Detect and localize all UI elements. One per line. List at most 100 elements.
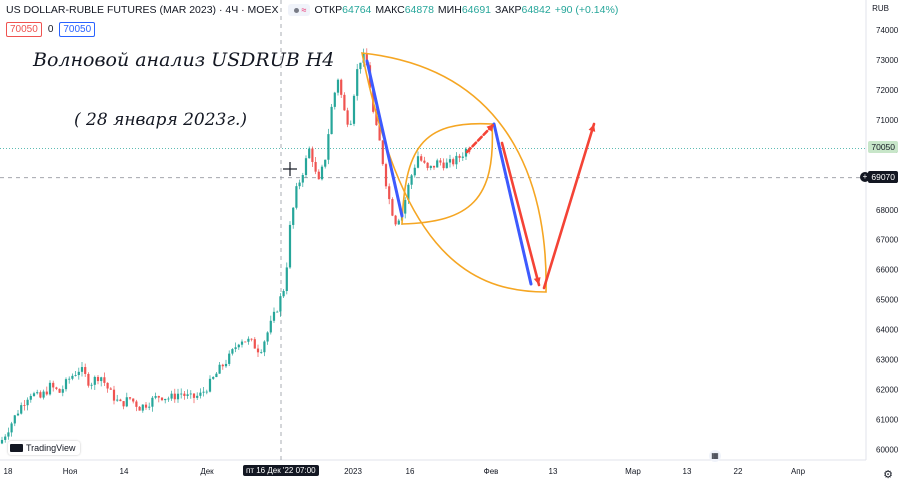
crosshair-price-label: 69070 (868, 171, 898, 183)
candle-body (432, 165, 436, 168)
buy-button[interactable]: 70050 (59, 22, 96, 37)
candle-body (52, 382, 55, 388)
x-tick-label: Фев (484, 467, 499, 476)
tradingview-logo[interactable]: TradingView (8, 441, 80, 455)
candle-body (90, 384, 93, 386)
candle-body (119, 399, 122, 402)
candle-body (346, 110, 349, 125)
candle-body (231, 349, 234, 354)
candle-body (452, 159, 455, 165)
calendar-icon[interactable]: ▦ (709, 450, 721, 462)
candle-body (80, 367, 84, 372)
candle-body (77, 371, 80, 376)
candle-body (320, 166, 324, 180)
candle-body (144, 404, 148, 408)
candle-body (285, 267, 288, 292)
candle-body (71, 375, 74, 379)
chart-header: US DOLLAR-RUBLE FUTURES (MAR 2023) · 4Ч … (6, 4, 618, 16)
change-value: +90 (+0.14%) (554, 4, 619, 16)
candle-body (340, 79, 343, 95)
candle-body (378, 125, 381, 141)
candle-body (292, 207, 295, 225)
blue-wave-line-1 (365, 59, 404, 218)
candle-body (349, 123, 352, 125)
candle-body (122, 401, 125, 407)
candle-body (359, 62, 362, 70)
sell-button[interactable]: 70050 (6, 22, 42, 37)
candle-body (125, 397, 128, 407)
candle-body (109, 388, 112, 390)
y-tick-label: 64000 (876, 326, 899, 335)
candle-body (250, 338, 253, 340)
candle-body (141, 404, 144, 411)
candle-body (36, 392, 39, 394)
red-up-arrow (542, 122, 596, 290)
candle-body (314, 161, 317, 172)
candle-body (132, 398, 135, 402)
candle-body (461, 156, 464, 158)
candle-body (327, 134, 330, 160)
y-tick-label: 63000 (876, 356, 899, 365)
visibility-icon[interactable]: ≈ (288, 4, 311, 16)
candle-body (391, 199, 394, 216)
close-label: ЗАКР (495, 4, 522, 16)
x-tick-label: 14 (120, 467, 129, 476)
candle-body (301, 175, 304, 183)
x-tick-label: 2023 (344, 467, 362, 476)
candle-body (87, 373, 90, 386)
candle-body (32, 393, 36, 396)
candle-body (29, 395, 32, 400)
candle-body (221, 364, 224, 367)
candle-body (282, 291, 285, 297)
candle-body (138, 406, 141, 411)
spread-value: 0 (47, 24, 54, 35)
candle-body (170, 393, 173, 399)
candle-body (20, 405, 23, 414)
candle-body (442, 162, 445, 169)
candle-body (4, 436, 7, 440)
y-tick-label: 71000 (876, 116, 899, 125)
candle-body (324, 159, 327, 167)
candle-body (173, 393, 176, 400)
wave-ellipse-outer (360, 52, 547, 293)
candle-body (244, 341, 247, 343)
candle-body (26, 399, 29, 406)
symbol-title[interactable]: US DOLLAR-RUBLE FUTURES (MAR 2023) · 4Ч … (6, 4, 279, 16)
candle-body (343, 94, 346, 111)
candle-body (186, 394, 189, 396)
candle-body (42, 391, 45, 398)
currency-label[interactable]: RUB (872, 4, 889, 13)
candle-body (445, 162, 448, 169)
candle-body (106, 382, 109, 389)
candle-body (413, 167, 416, 176)
candle-body (183, 393, 186, 396)
candle-body (263, 341, 266, 353)
candle-body (128, 397, 132, 399)
candle-body (295, 186, 298, 208)
candle-body (10, 423, 13, 433)
candle-body (276, 311, 279, 313)
candle-body (304, 158, 308, 176)
y-tick-label: 67000 (876, 236, 899, 245)
candle-body (151, 397, 154, 407)
candle-body (157, 396, 160, 398)
open-value: 64764 (342, 4, 372, 16)
open-label: ОТКР (314, 4, 343, 16)
y-tick-label: 66000 (876, 266, 899, 275)
candle-body (48, 382, 52, 395)
candle-body (407, 184, 410, 200)
quote-row: 70050 0 70050 (6, 22, 96, 37)
candle-body (448, 159, 452, 163)
settings-gear-icon[interactable]: ⚙ (883, 469, 893, 481)
x-tick-label: Дек (200, 467, 214, 476)
candle-body (196, 395, 199, 398)
candle-body (68, 378, 71, 380)
add-alert-icon[interactable]: + (860, 172, 870, 182)
red-up-arrow-head (588, 124, 596, 132)
candle-body (0, 439, 4, 444)
candle-body (84, 367, 87, 374)
candle-body (167, 398, 170, 400)
candle-body (45, 391, 48, 395)
